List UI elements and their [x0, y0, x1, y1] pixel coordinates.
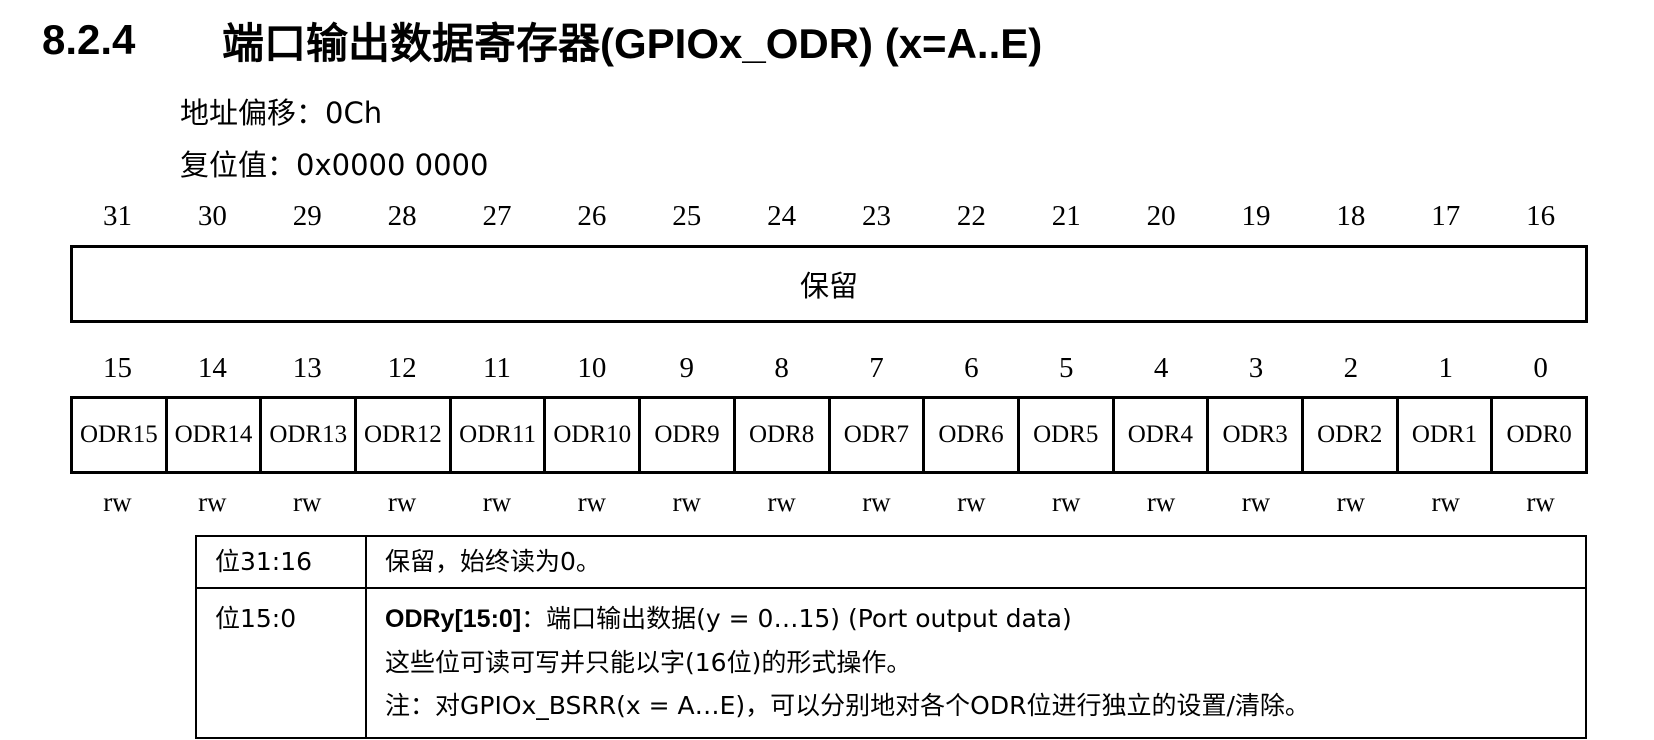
bit-number: 24: [767, 200, 797, 232]
bit-number: 19: [1241, 200, 1271, 232]
odr-field-cell: ODR6: [922, 399, 1017, 471]
bit-number: 26: [577, 200, 607, 232]
bit-number: 28: [387, 200, 417, 232]
odr-field-cell: ODR3: [1206, 399, 1301, 471]
access-type: rw: [577, 487, 607, 517]
access-type: rw: [1241, 487, 1271, 517]
section-title: 端口输出数据寄存器(GPIOx_ODR) (x=A..E): [222, 19, 1043, 67]
bit-number: 12: [387, 352, 417, 384]
bit-number: 13: [292, 352, 322, 384]
odr-field-cell: ODR5: [1016, 399, 1112, 471]
table-row: 位15:0 ODRy[15:0]：端口输出数据(y = 0…15) (Port …: [195, 588, 1587, 739]
field-description-line: ODRy[15:0]：端口输出数据(y = 0…15) (Port output…: [385, 597, 1585, 641]
bit-number: 6: [964, 352, 979, 384]
bit-description-table: 位31:16 保留，始终读为0。 位15:0 ODRy[15:0]：端口输出数据…: [195, 535, 1587, 739]
bit-number: 10: [577, 352, 607, 384]
bit-number: 23: [861, 200, 891, 232]
bit-number: 14: [197, 352, 227, 384]
bit-number: 0: [1533, 352, 1548, 384]
access-type: rw: [957, 487, 986, 517]
bit-number: 20: [1146, 200, 1176, 232]
field-note-line: 这些位可读可写并只能以字(16位)的形式操作。: [385, 648, 912, 677]
field-summary: ：端口输出数据(y = 0…15) (Port output data): [521, 604, 1072, 633]
reserved-label: 保留: [799, 269, 858, 303]
access-type: rw: [1051, 487, 1081, 517]
odr-field-cell: ODR4: [1111, 399, 1207, 471]
bit-numbers-low: 15 14 13 12 11 10 9 8 7 6 5 4 3 2 1 0: [70, 352, 1588, 385]
bit-number: 8: [774, 352, 789, 384]
access-type: rw: [1336, 487, 1366, 517]
odr-field-cell: ODR1: [1395, 399, 1491, 471]
bit-number: 2: [1343, 352, 1359, 384]
bit-number: 29: [292, 200, 322, 232]
bit-number: 16: [1526, 200, 1556, 232]
access-type: rw: [198, 487, 227, 517]
bit-number: 11: [482, 352, 511, 384]
bit-number: 22: [956, 200, 986, 232]
access-type: rw: [103, 487, 132, 517]
access-type: rw: [672, 487, 701, 517]
odr-field-cell: ODR14: [164, 399, 260, 471]
bit-number: 4: [1153, 352, 1169, 384]
odr-field-cell: ODR0: [1490, 399, 1585, 471]
bit-number: 18: [1336, 200, 1366, 232]
odr-field-cell: ODR13: [259, 399, 354, 471]
field-note-line: 注：对GPIOx_BSRR(x = A…E)，可以分别地对各个ODR位进行独立的…: [385, 691, 1310, 720]
access-type: rw: [387, 487, 417, 517]
bit-number: 9: [679, 352, 694, 384]
bit-description: ODRy[15:0]：端口输出数据(y = 0…15) (Port output…: [366, 588, 1587, 739]
access-types: rw rw rw rw rw rw rw rw rw rw rw rw rw r…: [70, 487, 1588, 518]
bit-numbers-high: 31 30 29 28 27 26 25 24 23 22 21 20 19 1…: [70, 200, 1588, 233]
section-number: 8.2.4: [42, 16, 136, 63]
bit-range-label: 位15:0: [215, 604, 297, 633]
access-type: rw: [292, 487, 322, 517]
access-type: rw: [1146, 487, 1176, 517]
bit-number: 15: [102, 352, 132, 384]
odr-field-cell: ODR2: [1300, 399, 1396, 471]
reserved-field: 保留: [70, 245, 1588, 323]
bit-range: 位31:16: [195, 535, 367, 589]
bit-number: 7: [869, 352, 884, 384]
access-type: rw: [767, 487, 796, 517]
bit-range: 位15:0: [195, 588, 367, 739]
bit-number: 27: [482, 200, 512, 232]
bit-number: 3: [1248, 352, 1264, 384]
odr-field-cell: ODR11: [448, 399, 544, 471]
bit-description: 保留，始终读为0。: [366, 535, 1587, 589]
odr-fields: ODR15 ODR14 ODR13 ODR12 ODR11 ODR10 ODR9…: [70, 396, 1588, 474]
bit-number: 1: [1438, 352, 1453, 384]
address-offset: 地址偏移：0Ch: [180, 96, 383, 130]
section-heading: 8.2.4 端口输出数据寄存器(GPIOx_ODR) (x=A..E): [42, 10, 1042, 70]
access-type: rw: [1526, 487, 1555, 517]
odr-field-cell: ODR9: [638, 399, 733, 471]
odr-field-cell: ODR10: [543, 399, 638, 471]
odr-field-cell: ODR8: [732, 399, 828, 471]
access-type: rw: [862, 487, 891, 517]
field-name: ODRy[15:0]: [385, 605, 522, 633]
bit-number: 21: [1051, 200, 1081, 232]
access-type: rw: [482, 487, 512, 517]
bit-number: 31: [102, 200, 132, 232]
odr-field-cell: ODR12: [354, 399, 449, 471]
odr-field-cell: ODR7: [827, 399, 923, 471]
table-row: 位31:16 保留，始终读为0。: [195, 535, 1587, 589]
bit-number: 25: [672, 200, 702, 232]
bit-number: 30: [197, 200, 227, 232]
access-type: rw: [1431, 487, 1460, 517]
reset-value: 复位值：0x0000 0000: [180, 148, 489, 182]
bit-number: 17: [1431, 200, 1461, 232]
bit-number: 5: [1058, 352, 1074, 384]
odr-field-cell: ODR15: [79, 421, 158, 448]
